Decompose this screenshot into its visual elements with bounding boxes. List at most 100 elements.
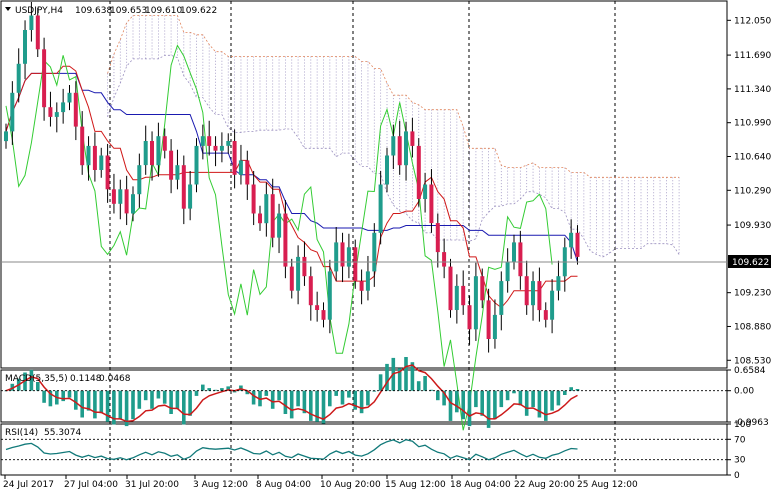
macd-bar: [328, 390, 332, 407]
time-tick-label: 31 Jul 20:00: [125, 480, 179, 490]
candle: [340, 242, 345, 267]
time-tick-label: 15 Aug 12:00: [385, 480, 446, 490]
macd-bar: [131, 390, 135, 420]
kijun-sen-line: [5, 72, 578, 262]
macd-bar: [334, 390, 338, 396]
time-tick-label: 22 Aug 20:00: [514, 480, 575, 490]
time-tick-label: 8 Aug 04:00: [256, 480, 311, 490]
candle: [245, 160, 250, 185]
macd-bar: [315, 390, 319, 422]
macd-bar: [499, 390, 504, 408]
macd-bar: [270, 390, 275, 409]
candle: [296, 256, 301, 291]
candle: [16, 63, 21, 93]
macd-bar: [251, 390, 256, 405]
macd-bar: [404, 357, 408, 391]
candle: [124, 189, 129, 214]
candle: [264, 194, 269, 224]
macd-bar: [575, 389, 580, 391]
rsi-label: RSI(14): [5, 428, 38, 438]
time-tick-label: 10 Aug 20:00: [320, 480, 381, 490]
candle: [327, 271, 332, 320]
macd-bar: [359, 390, 364, 414]
macd-tick-label: -0.9963: [734, 418, 769, 428]
candle: [334, 242, 339, 272]
candle: [175, 165, 180, 180]
macd-bar: [416, 381, 421, 391]
candle: [169, 150, 174, 180]
price-axis: 112.050 111.690 111.340 110.990 110.640 110.2…: [727, 16, 771, 366]
price-tick-label: 108.880: [734, 323, 771, 333]
macd-bar: [264, 390, 269, 396]
rsi-tick-label: 70: [734, 435, 746, 445]
macd-bar: [436, 390, 440, 401]
macd-signal-value: 0.0468: [99, 374, 131, 384]
macd-bar: [74, 390, 78, 410]
macd-bar: [175, 390, 180, 409]
macd-bar: [505, 390, 510, 401]
macd-bar: [86, 390, 91, 411]
macd-bar: [467, 390, 472, 427]
candle: [277, 213, 282, 238]
candle: [61, 102, 66, 113]
candle: [429, 184, 434, 224]
macd-bar: [423, 376, 427, 391]
ohlc-high: 109.653: [110, 6, 147, 16]
candle: [486, 300, 491, 339]
macd-bar: [442, 390, 446, 406]
macd-bar: [23, 372, 27, 391]
macd-histogram: 0.6584 0.00 -0.9963: [1, 357, 769, 428]
macd-panel: [0, 369, 728, 423]
candle: [4, 131, 8, 142]
candle: [226, 141, 231, 146]
macd-signal-line: [5, 364, 578, 423]
candle: [461, 285, 466, 306]
macd-bar: [518, 390, 523, 406]
macd-bar: [245, 390, 250, 395]
macd-label: MACD(5,35,5): [5, 374, 68, 384]
candle: [391, 136, 396, 156]
macd-bar: [378, 374, 383, 391]
time-grid: [109, 1, 616, 475]
candle: [531, 281, 535, 306]
time-tick-label: 25 Aug 12:00: [577, 480, 638, 490]
macd-bar: [461, 390, 465, 420]
candle: [54, 112, 59, 117]
candle: [118, 189, 123, 204]
macd-bar: [112, 390, 116, 425]
macd-bar: [563, 390, 567, 395]
candle: [397, 136, 402, 166]
candle: [321, 310, 326, 320]
macd-bar: [486, 390, 491, 428]
macd-bar: [61, 390, 65, 402]
macd-bar: [550, 390, 554, 411]
candle: [518, 242, 523, 277]
time-tick-label: 3 Aug 12:00: [193, 480, 248, 490]
price-tick-label: 110.990: [734, 119, 771, 129]
rsi-tick-label: 100: [734, 420, 751, 430]
candle: [48, 107, 53, 117]
candle: [499, 281, 504, 315]
candle: [473, 276, 478, 330]
candle: [346, 247, 351, 267]
dropdown-arrow-icon[interactable]: [5, 7, 11, 11]
macd-bar: [232, 390, 237, 393]
macd-bar: [455, 390, 459, 413]
current-price-box: [728, 255, 771, 268]
candle: [353, 247, 358, 282]
rsi-value: 55.3074: [44, 428, 81, 438]
macd-bar: [124, 390, 129, 427]
macd-bar: [213, 389, 218, 391]
candle: [258, 213, 262, 224]
candle: [10, 92, 15, 132]
macd-bar: [302, 390, 307, 414]
macd-bar: [277, 390, 281, 401]
macd-bar: [201, 384, 205, 391]
macd-bar: [105, 390, 110, 422]
main-panel: [0, 0, 728, 369]
ichimoku-cloud: [107, 15, 680, 258]
candle: [29, 15, 34, 30]
macd-bar: [569, 387, 573, 391]
candle: [143, 141, 148, 166]
macd-bar: [480, 390, 484, 416]
